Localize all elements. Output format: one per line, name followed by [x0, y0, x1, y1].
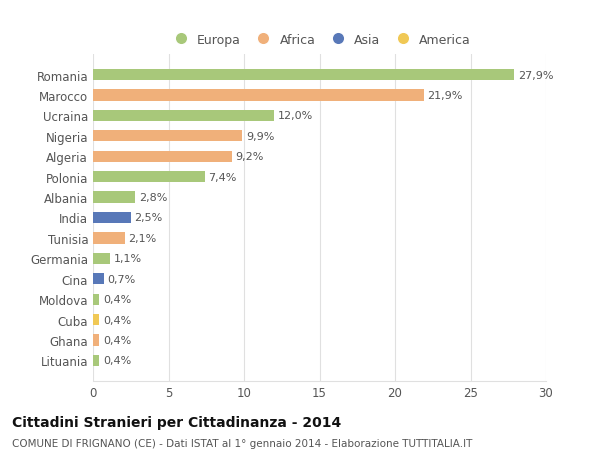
- Text: Cittadini Stranieri per Cittadinanza - 2014: Cittadini Stranieri per Cittadinanza - 2…: [12, 415, 341, 429]
- Text: COMUNE DI FRIGNANO (CE) - Dati ISTAT al 1° gennaio 2014 - Elaborazione TUTTITALI: COMUNE DI FRIGNANO (CE) - Dati ISTAT al …: [12, 438, 472, 448]
- Bar: [93, 70, 514, 81]
- Text: 12,0%: 12,0%: [278, 111, 313, 121]
- Legend: Europa, Africa, Asia, America: Europa, Africa, Asia, America: [163, 29, 476, 52]
- Bar: [93, 213, 131, 224]
- Bar: [93, 90, 424, 101]
- Text: 27,9%: 27,9%: [518, 71, 554, 80]
- Text: 0,4%: 0,4%: [103, 295, 131, 304]
- Text: 0,4%: 0,4%: [103, 356, 131, 365]
- Text: 0,4%: 0,4%: [103, 335, 131, 345]
- Text: 1,1%: 1,1%: [113, 254, 142, 264]
- Bar: [93, 172, 205, 183]
- Text: 21,9%: 21,9%: [427, 91, 463, 101]
- Bar: [93, 131, 242, 142]
- Text: 9,2%: 9,2%: [236, 152, 264, 162]
- Bar: [93, 294, 99, 305]
- Text: 7,4%: 7,4%: [209, 172, 237, 182]
- Bar: [93, 253, 110, 264]
- Bar: [93, 314, 99, 325]
- Text: 2,1%: 2,1%: [128, 233, 157, 243]
- Bar: [93, 335, 99, 346]
- Text: 0,7%: 0,7%: [107, 274, 136, 284]
- Text: 0,4%: 0,4%: [103, 315, 131, 325]
- Bar: [93, 111, 274, 122]
- Text: 2,8%: 2,8%: [139, 193, 167, 203]
- Text: 9,9%: 9,9%: [246, 132, 275, 141]
- Bar: [93, 355, 99, 366]
- Bar: [93, 274, 104, 285]
- Bar: [93, 151, 232, 162]
- Bar: [93, 233, 125, 244]
- Text: 2,5%: 2,5%: [134, 213, 163, 223]
- Bar: [93, 192, 135, 203]
